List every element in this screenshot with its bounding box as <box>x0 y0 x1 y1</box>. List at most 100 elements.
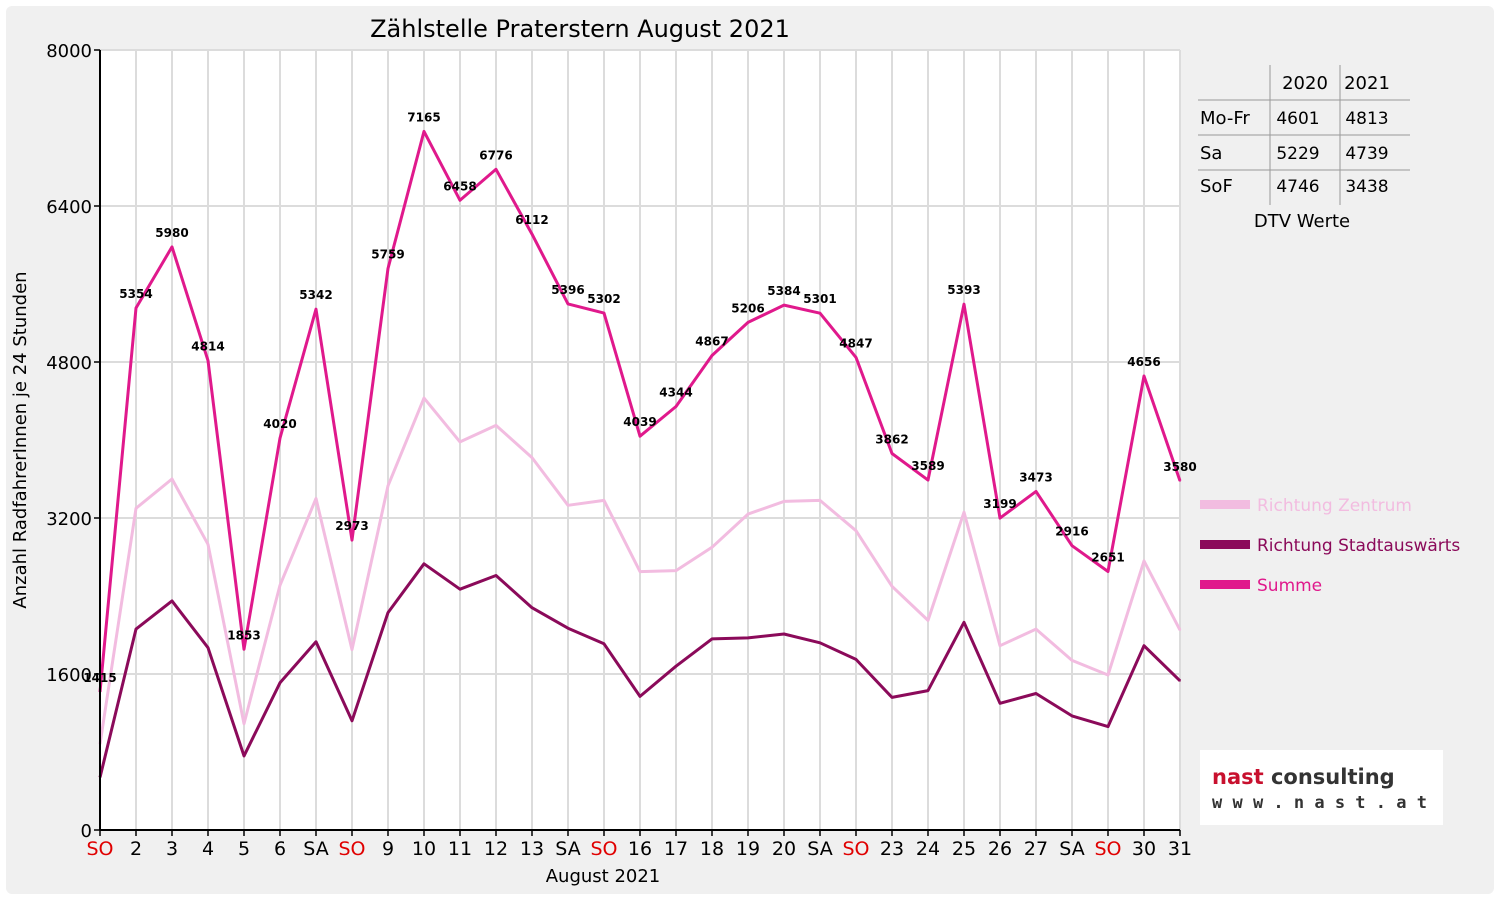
data-label: 2916 <box>1055 525 1088 539</box>
data-point <box>819 642 821 644</box>
data-point <box>423 130 425 133</box>
x-tick-label: 18 <box>700 838 724 860</box>
table-caption: DTV Werte <box>1254 211 1350 232</box>
data-label: 5302 <box>587 292 620 306</box>
x-tick-label: SO <box>338 838 365 860</box>
logo-background <box>1200 750 1443 825</box>
data-point <box>315 497 317 500</box>
legend-swatch-zentrum <box>1200 500 1250 509</box>
data-point <box>783 500 785 503</box>
table-row-label: Sa <box>1200 143 1222 164</box>
data-label: 4847 <box>839 336 872 350</box>
legend-label-zentrum: Richtung Zentrum <box>1257 496 1412 516</box>
data-point <box>1179 680 1181 682</box>
data-point <box>999 702 1001 705</box>
data-point <box>279 584 281 587</box>
x-tick-label: 6 <box>274 838 286 860</box>
data-point <box>963 511 965 513</box>
data-point <box>495 168 497 171</box>
x-tick-label: SA <box>303 838 328 860</box>
data-label: 3199 <box>983 497 1016 511</box>
data-point <box>567 303 569 305</box>
data-point <box>279 681 281 684</box>
x-tick-label: 31 <box>1168 838 1192 860</box>
data-point <box>243 722 245 725</box>
data-point <box>207 646 209 649</box>
y-tick-label: 3200 <box>46 509 92 530</box>
data-point <box>927 689 929 692</box>
x-tick-label: 27 <box>1024 838 1048 860</box>
data-point <box>171 478 173 480</box>
x-tick-label: 26 <box>988 838 1012 860</box>
chart-title: Zählstelle Praterstern August 2021 <box>370 15 790 43</box>
table-row-label: SoF <box>1200 176 1233 197</box>
x-tick-label: SO <box>842 838 869 860</box>
data-point <box>423 397 425 399</box>
data-point <box>1143 644 1145 647</box>
data-label: 6776 <box>479 148 512 162</box>
x-tick-label: 11 <box>448 838 472 860</box>
y-tick-label: 1600 <box>46 665 92 686</box>
data-point <box>567 504 569 507</box>
logo-word-consulting: consulting <box>1264 765 1395 789</box>
x-tick-label: SA <box>555 838 580 860</box>
table-cell: 4601 <box>1276 109 1319 129</box>
data-point <box>855 356 857 359</box>
data-point <box>927 619 929 622</box>
x-tick-label: 23 <box>880 838 904 860</box>
data-point <box>999 517 1001 519</box>
y-axis-ticks: 0 1600 3200 4800 6400 8000 <box>46 41 100 842</box>
x-tick-label: 25 <box>952 838 976 860</box>
legend-label-stadtauswaerts: Richtung Stadtauswärts <box>1257 536 1460 556</box>
data-label: 4039 <box>623 415 656 429</box>
data-label: 5354 <box>119 287 152 301</box>
data-point <box>711 546 713 549</box>
data-point <box>279 437 281 439</box>
x-tick-label: SO <box>590 838 617 860</box>
data-point <box>747 637 749 639</box>
data-point <box>603 642 605 645</box>
x-tick-label: 12 <box>484 838 508 860</box>
x-axis-label: August 2021 <box>546 866 661 887</box>
data-point <box>351 539 353 541</box>
logo-word-nast: nast <box>1212 765 1264 789</box>
x-tick-label: SO <box>86 838 113 860</box>
data-label: 7165 <box>407 110 440 124</box>
data-point <box>459 441 461 443</box>
table-cell: 5229 <box>1276 144 1319 164</box>
x-tick-label: 16 <box>628 838 652 860</box>
data-label: 4814 <box>191 340 224 354</box>
data-point <box>1035 490 1037 493</box>
data-label: 6458 <box>443 179 476 193</box>
data-point <box>1107 725 1109 728</box>
data-point <box>711 638 713 640</box>
x-tick-label: 10 <box>412 838 436 860</box>
data-point <box>423 563 425 565</box>
data-point <box>387 611 389 614</box>
table-cell: 4739 <box>1345 144 1388 164</box>
data-label: 2651 <box>1091 551 1124 565</box>
data-point <box>387 485 389 487</box>
data-label: 6112 <box>515 213 548 227</box>
data-label: 4656 <box>1127 355 1160 369</box>
table-cell: 4813 <box>1345 109 1388 129</box>
data-point <box>135 507 137 510</box>
data-label: 3580 <box>1163 460 1196 474</box>
data-label: 2973 <box>335 519 368 533</box>
data-point <box>1143 375 1145 377</box>
data-point <box>963 621 965 624</box>
x-tick-label: 3 <box>166 838 178 860</box>
data-point <box>783 633 785 635</box>
data-point <box>207 543 209 546</box>
data-point <box>171 246 173 248</box>
data-point <box>459 588 461 590</box>
table-header-2021: 2021 <box>1344 73 1390 94</box>
data-label: 3589 <box>911 459 944 473</box>
x-tick-label: 20 <box>772 838 796 860</box>
data-point <box>171 600 173 602</box>
data-point <box>495 574 497 577</box>
data-point <box>315 308 317 310</box>
data-point <box>135 628 137 630</box>
data-point <box>639 695 641 698</box>
data-point <box>387 267 389 270</box>
